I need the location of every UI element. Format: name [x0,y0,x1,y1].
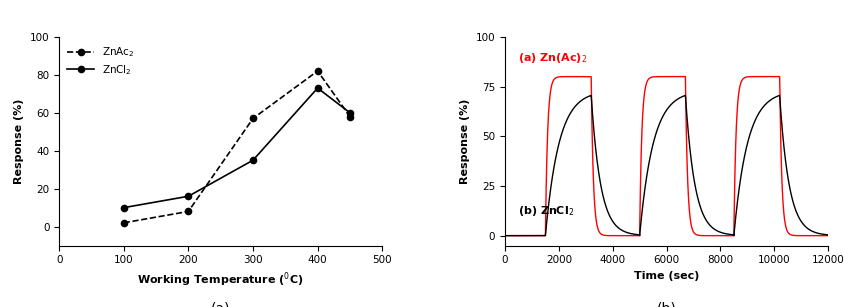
ZnAc$_2$ [344,115,354,119]
ZnCl$_2$ [118,206,128,209]
Text: (b) ZnCl$_2$: (b) ZnCl$_2$ [517,204,573,218]
ZnAc$_2$ [247,117,257,120]
Legend: ZnAc$_2$, ZnCl$_2$: ZnAc$_2$, ZnCl$_2$ [64,42,138,80]
Y-axis label: Response (%): Response (%) [14,99,24,184]
ZnAc$_2$ [118,221,128,225]
ZnCl$_2$ [312,86,322,90]
Y-axis label: Response (%): Response (%) [460,99,469,184]
ZnCl$_2$ [344,111,354,115]
X-axis label: Working Temperature ($^0$C): Working Temperature ($^0$C) [138,271,304,290]
ZnAc$_2$ [312,69,322,73]
Line: ZnCl$_2$: ZnCl$_2$ [121,85,353,211]
ZnAc$_2$ [183,210,193,213]
X-axis label: Time (sec): Time (sec) [633,271,699,281]
ZnCl$_2$ [247,158,257,162]
ZnCl$_2$ [183,194,193,198]
Line: ZnAc$_2$: ZnAc$_2$ [121,68,353,226]
Text: (a) Zn(Ac)$_2$: (a) Zn(Ac)$_2$ [517,52,587,65]
Text: (b): (b) [656,301,676,307]
Text: (a): (a) [211,301,230,307]
